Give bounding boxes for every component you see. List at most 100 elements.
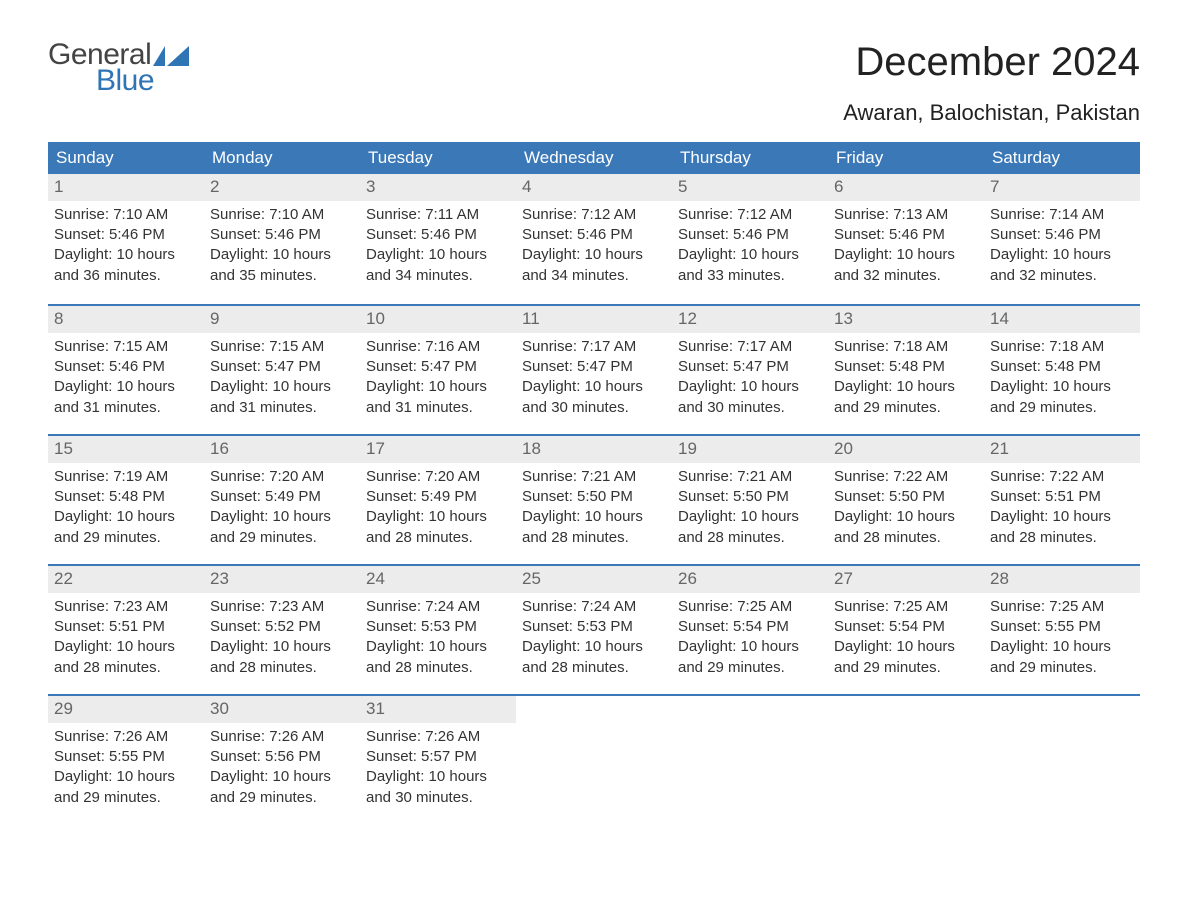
daylight-text: Daylight: 10 hours (210, 507, 354, 527)
day-number-row: 9 (204, 306, 360, 333)
sunset-text: Sunset: 5:46 PM (54, 357, 198, 377)
daylight-text: Daylight: 10 hours (678, 637, 822, 657)
daylight-text: and 29 minutes. (834, 658, 978, 678)
sunset-text: Sunset: 5:46 PM (54, 225, 198, 245)
sunset-text: Sunset: 5:46 PM (210, 225, 354, 245)
daylight-text: Daylight: 10 hours (54, 767, 198, 787)
day-header: Thursday (672, 142, 828, 174)
daylight-text: Daylight: 10 hours (54, 377, 198, 397)
daylight-text: Daylight: 10 hours (834, 637, 978, 657)
day-number: 15 (54, 439, 73, 458)
sunset-text: Sunset: 5:47 PM (366, 357, 510, 377)
sunrise-text: Sunrise: 7:26 AM (210, 727, 354, 747)
day-number-row: 15 (48, 436, 204, 463)
daylight-text: Daylight: 10 hours (834, 245, 978, 265)
calendar-cell: 7Sunrise: 7:14 AMSunset: 5:46 PMDaylight… (984, 174, 1140, 304)
day-number-row: 5 (672, 174, 828, 201)
calendar-cell: 20Sunrise: 7:22 AMSunset: 5:50 PMDayligh… (828, 436, 984, 564)
daylight-text: Daylight: 10 hours (366, 507, 510, 527)
day-number-row: 1 (48, 174, 204, 201)
daylight-text: and 31 minutes. (54, 398, 198, 418)
sunrise-text: Sunrise: 7:12 AM (522, 205, 666, 225)
calendar-cell: 10Sunrise: 7:16 AMSunset: 5:47 PMDayligh… (360, 306, 516, 434)
sunset-text: Sunset: 5:55 PM (54, 747, 198, 767)
day-number: 4 (522, 177, 531, 196)
day-number: 12 (678, 309, 697, 328)
sunset-text: Sunset: 5:50 PM (678, 487, 822, 507)
daylight-text: Daylight: 10 hours (210, 637, 354, 657)
daylight-text: and 36 minutes. (54, 266, 198, 286)
day-number-row: 27 (828, 566, 984, 593)
day-number-row: 29 (48, 696, 204, 723)
sunrise-text: Sunrise: 7:19 AM (54, 467, 198, 487)
sunrise-text: Sunrise: 7:15 AM (54, 337, 198, 357)
day-number-row: 13 (828, 306, 984, 333)
day-number-row: 20 (828, 436, 984, 463)
calendar-week: 15Sunrise: 7:19 AMSunset: 5:48 PMDayligh… (48, 434, 1140, 564)
sunrise-text: Sunrise: 7:26 AM (366, 727, 510, 747)
daylight-text: Daylight: 10 hours (366, 377, 510, 397)
sunset-text: Sunset: 5:53 PM (366, 617, 510, 637)
day-number-row: 3 (360, 174, 516, 201)
sunset-text: Sunset: 5:48 PM (990, 357, 1134, 377)
day-number: 28 (990, 569, 1009, 588)
daylight-text: Daylight: 10 hours (366, 637, 510, 657)
sunset-text: Sunset: 5:48 PM (834, 357, 978, 377)
calendar-week: 8Sunrise: 7:15 AMSunset: 5:46 PMDaylight… (48, 304, 1140, 434)
calendar-cell: 4Sunrise: 7:12 AMSunset: 5:46 PMDaylight… (516, 174, 672, 304)
day-header-row: Sunday Monday Tuesday Wednesday Thursday… (48, 142, 1140, 174)
day-number: 1 (54, 177, 63, 196)
day-number: 27 (834, 569, 853, 588)
day-number: 21 (990, 439, 1009, 458)
sunset-text: Sunset: 5:51 PM (990, 487, 1134, 507)
day-number-row: 16 (204, 436, 360, 463)
sunset-text: Sunset: 5:55 PM (990, 617, 1134, 637)
daylight-text: and 28 minutes. (366, 528, 510, 548)
calendar-cell: 13Sunrise: 7:18 AMSunset: 5:48 PMDayligh… (828, 306, 984, 434)
day-number-row: 10 (360, 306, 516, 333)
sunrise-text: Sunrise: 7:25 AM (990, 597, 1134, 617)
daylight-text: and 29 minutes. (990, 398, 1134, 418)
sunrise-text: Sunrise: 7:17 AM (678, 337, 822, 357)
sunrise-text: Sunrise: 7:25 AM (678, 597, 822, 617)
sunset-text: Sunset: 5:54 PM (834, 617, 978, 637)
daylight-text: and 30 minutes. (366, 788, 510, 808)
sunrise-text: Sunrise: 7:21 AM (678, 467, 822, 487)
daylight-text: Daylight: 10 hours (678, 507, 822, 527)
sunrise-text: Sunrise: 7:20 AM (210, 467, 354, 487)
sunrise-text: Sunrise: 7:12 AM (678, 205, 822, 225)
daylight-text: and 35 minutes. (210, 266, 354, 286)
calendar-cell: 11Sunrise: 7:17 AMSunset: 5:47 PMDayligh… (516, 306, 672, 434)
day-number-row: 7 (984, 174, 1140, 201)
daylight-text: and 28 minutes. (522, 658, 666, 678)
daylight-text: and 34 minutes. (522, 266, 666, 286)
day-number-row: 12 (672, 306, 828, 333)
day-number: 6 (834, 177, 843, 196)
day-number: 8 (54, 309, 63, 328)
day-number-row: 25 (516, 566, 672, 593)
daylight-text: Daylight: 10 hours (54, 637, 198, 657)
calendar-cell: 1Sunrise: 7:10 AMSunset: 5:46 PMDaylight… (48, 174, 204, 304)
day-number: 23 (210, 569, 229, 588)
calendar-cell: 3Sunrise: 7:11 AMSunset: 5:46 PMDaylight… (360, 174, 516, 304)
daylight-text: Daylight: 10 hours (678, 377, 822, 397)
daylight-text: Daylight: 10 hours (522, 637, 666, 657)
daylight-text: Daylight: 10 hours (366, 767, 510, 787)
logo: General Blue (48, 40, 189, 96)
calendar-cell: 31Sunrise: 7:26 AMSunset: 5:57 PMDayligh… (360, 696, 516, 824)
daylight-text: Daylight: 10 hours (210, 245, 354, 265)
daylight-text: and 29 minutes. (990, 658, 1134, 678)
calendar-cell: 29Sunrise: 7:26 AMSunset: 5:55 PMDayligh… (48, 696, 204, 824)
calendar-cell: 23Sunrise: 7:23 AMSunset: 5:52 PMDayligh… (204, 566, 360, 694)
daylight-text: and 30 minutes. (522, 398, 666, 418)
daylight-text: Daylight: 10 hours (834, 377, 978, 397)
calendar-cell: 27Sunrise: 7:25 AMSunset: 5:54 PMDayligh… (828, 566, 984, 694)
calendar-cell: 22Sunrise: 7:23 AMSunset: 5:51 PMDayligh… (48, 566, 204, 694)
day-header: Wednesday (516, 142, 672, 174)
sunset-text: Sunset: 5:47 PM (210, 357, 354, 377)
calendar-cell: 6Sunrise: 7:13 AMSunset: 5:46 PMDaylight… (828, 174, 984, 304)
sunrise-text: Sunrise: 7:24 AM (522, 597, 666, 617)
sunset-text: Sunset: 5:51 PM (54, 617, 198, 637)
sunrise-text: Sunrise: 7:14 AM (990, 205, 1134, 225)
sunset-text: Sunset: 5:46 PM (366, 225, 510, 245)
